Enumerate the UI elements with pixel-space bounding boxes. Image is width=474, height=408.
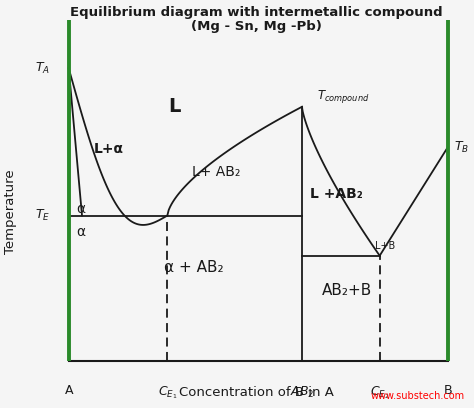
Text: $T_A$: $T_A$ (35, 61, 50, 76)
Text: α: α (76, 202, 85, 216)
Text: $C_{E_2}$: $C_{E_2}$ (370, 384, 390, 401)
Text: AB₂+B: AB₂+B (322, 283, 373, 298)
Text: α + AB₂: α + AB₂ (164, 260, 224, 275)
Text: www.substech.com: www.substech.com (370, 390, 465, 401)
Text: L+ AB₂: L+ AB₂ (192, 165, 241, 179)
Text: $T_B$: $T_B$ (454, 140, 469, 155)
Text: B: B (444, 384, 452, 397)
Text: Equilibrium diagram with intermetallic compound: Equilibrium diagram with intermetallic c… (70, 6, 442, 19)
Text: Temperature: Temperature (4, 170, 17, 255)
Text: L: L (169, 98, 181, 116)
Text: L+α: L+α (93, 142, 124, 155)
Text: (Mg - Sn, Mg -Pb): (Mg - Sn, Mg -Pb) (191, 20, 321, 33)
Text: A: A (64, 384, 73, 397)
Text: $T_E$: $T_E$ (35, 208, 50, 223)
Text: L+B: L+B (375, 241, 395, 251)
Text: $AB_2$: $AB_2$ (290, 384, 314, 399)
Text: L +AB₂: L +AB₂ (310, 187, 363, 201)
Text: $C_{E_1}$: $C_{E_1}$ (157, 384, 177, 401)
Text: Concentration of B in A: Concentration of B in A (179, 386, 333, 399)
Text: α: α (76, 225, 85, 239)
Text: $T_{compound}$: $T_{compound}$ (317, 88, 370, 105)
